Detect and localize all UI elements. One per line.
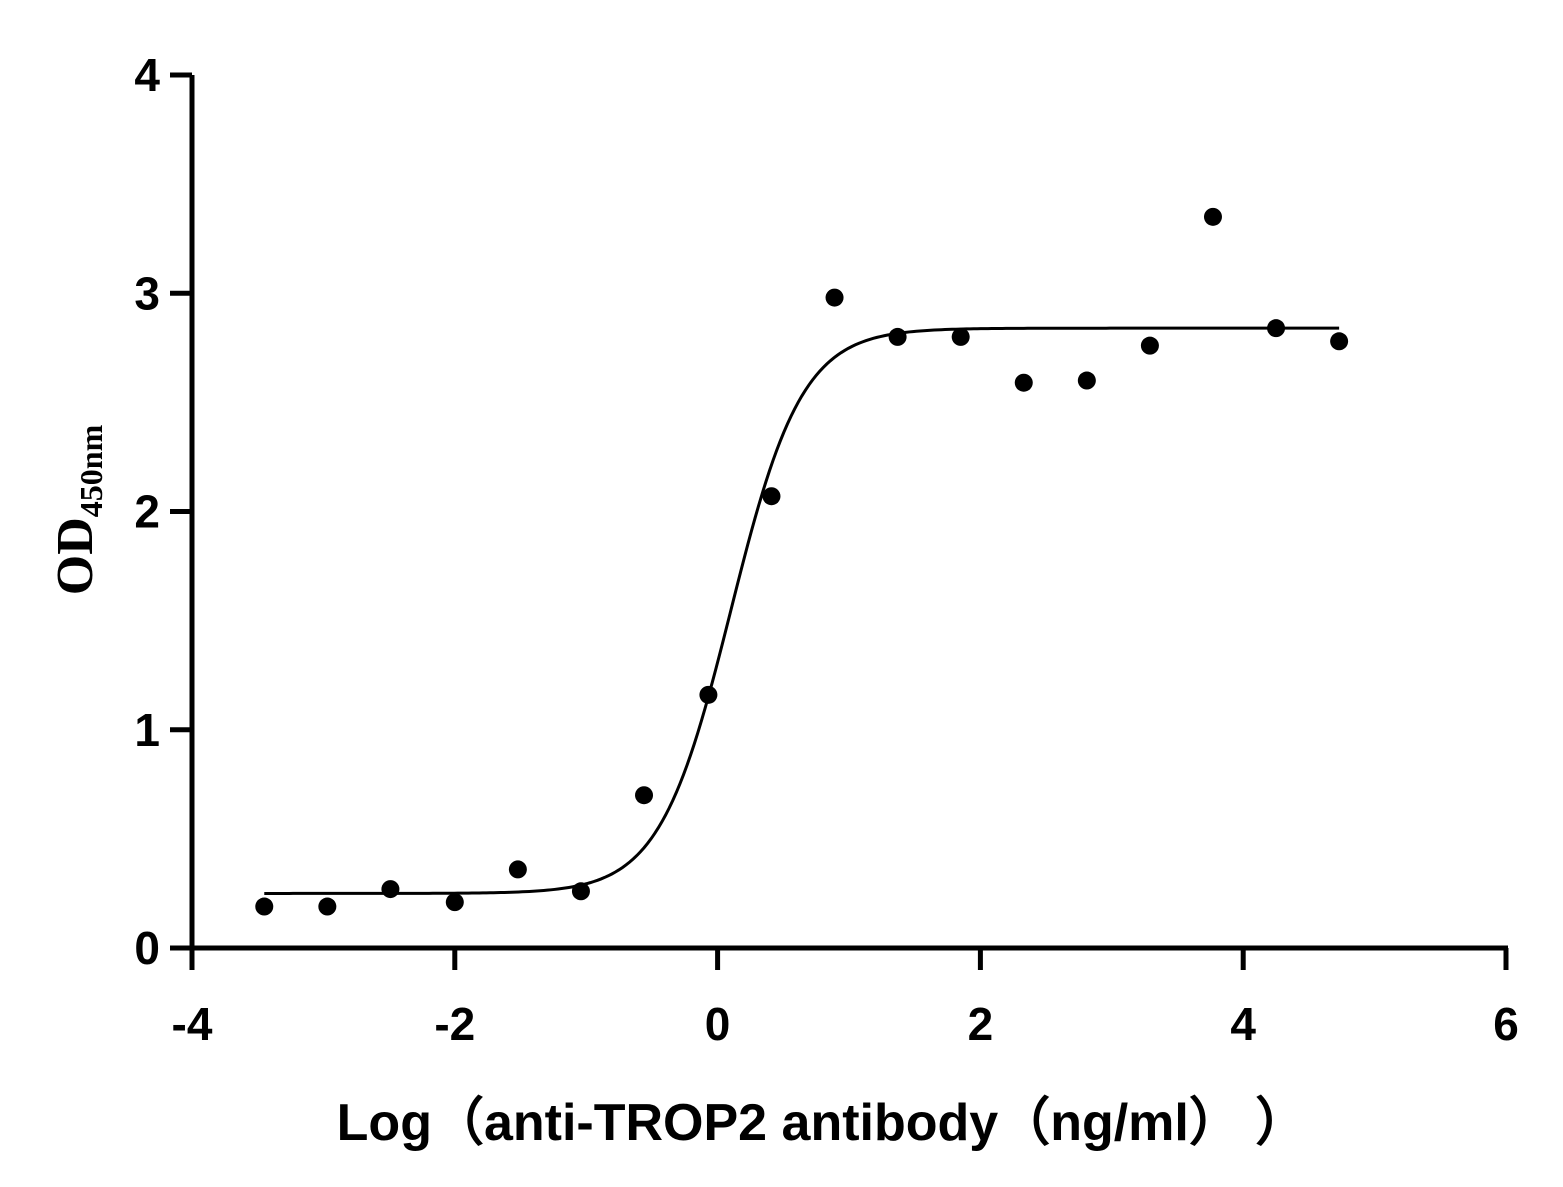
data-point bbox=[1330, 332, 1349, 351]
axes bbox=[189, 75, 1508, 951]
data-point bbox=[318, 897, 337, 916]
data-point bbox=[571, 882, 590, 901]
x-ticks: -4 -2 0 2 4 6 bbox=[172, 948, 1519, 1050]
data-point bbox=[762, 487, 781, 506]
y-tick-label: 1 bbox=[134, 704, 160, 756]
x-tick-label: 4 bbox=[1230, 998, 1256, 1050]
y-axis-title-main: OD bbox=[47, 517, 104, 595]
data-point bbox=[1267, 319, 1286, 338]
data-point bbox=[1203, 207, 1222, 226]
data-point bbox=[1014, 373, 1033, 392]
y-tick-label: 2 bbox=[134, 486, 160, 538]
data-point bbox=[255, 897, 274, 916]
data-point bbox=[951, 327, 970, 346]
data-point bbox=[381, 880, 400, 899]
y-axis-title: OD450nm bbox=[47, 424, 109, 595]
data-point bbox=[1077, 371, 1096, 390]
x-tick-label: 2 bbox=[968, 998, 994, 1050]
data-point bbox=[825, 288, 844, 307]
x-tick-label: 6 bbox=[1493, 998, 1519, 1050]
x-tick-label: -4 bbox=[172, 998, 213, 1050]
y-ticks: 0 1 2 3 4 bbox=[134, 49, 192, 974]
data-point bbox=[445, 893, 464, 912]
data-point bbox=[888, 327, 907, 346]
x-tick-label: 0 bbox=[705, 998, 731, 1050]
x-tick-label: -2 bbox=[434, 998, 475, 1050]
y-axis-title-sub: 450nm bbox=[73, 424, 109, 517]
data-point bbox=[635, 786, 654, 805]
y-tick-label: 3 bbox=[134, 267, 160, 319]
data-points bbox=[255, 207, 1349, 916]
y-tick-label: 0 bbox=[134, 922, 160, 974]
data-point bbox=[699, 685, 718, 704]
data-point bbox=[508, 860, 527, 879]
y-tick-label: 4 bbox=[134, 49, 160, 101]
fit-curve bbox=[264, 326, 1340, 895]
x-axis-title: Log（anti-TROP2 antibody（ng/ml） ） bbox=[337, 1094, 1308, 1152]
data-point bbox=[1140, 336, 1159, 355]
